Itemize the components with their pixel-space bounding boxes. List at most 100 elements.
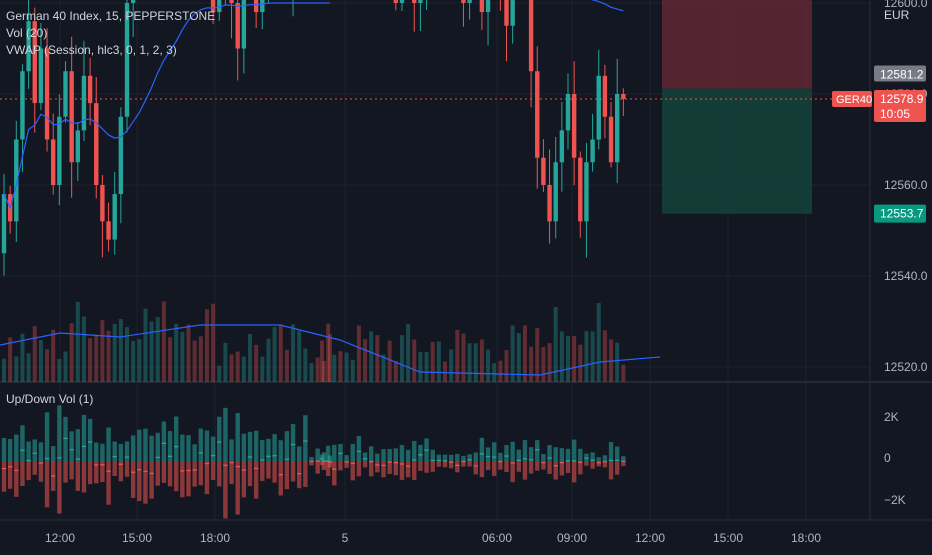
volume-tick-label: −2K — [884, 493, 906, 507]
volume-bar — [45, 349, 50, 382]
candle-body — [57, 116, 62, 185]
up-volume-bar — [20, 425, 25, 461]
volume-bar — [320, 340, 324, 382]
up-volume-bar — [479, 437, 485, 461]
down-volume-bar — [338, 461, 343, 471]
down-volume-bar — [412, 461, 417, 480]
down-volume-bar — [81, 461, 87, 493]
volume-bar — [356, 325, 361, 382]
volume-bar — [393, 361, 398, 382]
down-volume-bar — [504, 461, 509, 473]
up-volume-bar — [297, 446, 302, 461]
volume-bar — [424, 351, 429, 382]
up-volume-bar — [7, 438, 13, 461]
candle-body — [124, 3, 130, 117]
up-volume-bar — [590, 452, 595, 461]
time-tick-label: 06:00 — [482, 531, 512, 545]
volume-bar — [266, 338, 271, 382]
volume-bar — [217, 365, 222, 382]
candle-body — [535, 71, 540, 158]
volume-bar — [211, 303, 216, 382]
volume-bar — [174, 323, 179, 382]
up-volume-bar — [161, 421, 167, 461]
volume-bar — [621, 364, 626, 382]
down-volume-bar — [584, 461, 589, 466]
up-volume-bar — [87, 418, 93, 461]
candle-body — [510, 0, 515, 26]
down-volume-bar — [559, 461, 565, 476]
up-volume-bar — [528, 447, 534, 461]
up-volume-bar — [229, 439, 234, 461]
down-volume-bar — [541, 461, 546, 470]
volume-bar — [516, 333, 521, 382]
symbol-tag-bg — [832, 91, 872, 108]
up-volume-bar — [149, 435, 154, 461]
up-volume-bar — [57, 405, 62, 461]
up-volume-bar — [461, 455, 466, 461]
volume-bar — [278, 324, 283, 382]
up-volume-bar — [38, 442, 44, 461]
candle-body — [20, 71, 25, 140]
down-volume-bar — [235, 461, 240, 515]
candle-body — [479, 0, 485, 13]
time-tick-label: 12:00 — [635, 531, 665, 545]
down-volume-bar — [1, 461, 7, 492]
down-volume-bar — [14, 461, 19, 497]
volume-bar — [284, 349, 289, 382]
up-volume-bar — [75, 429, 80, 461]
candle-body — [1, 194, 7, 254]
volume-bar — [332, 354, 337, 382]
down-volume-bar — [479, 461, 485, 478]
target-price-tag: 12553.7 — [880, 207, 924, 221]
candle-body — [412, 0, 417, 3]
chart-legend: German 40 Index, 15, PEPPERSTONE Vol (20… — [6, 8, 215, 59]
down-volume-bar — [309, 461, 314, 466]
candle-body — [112, 194, 117, 240]
down-volume-bar — [319, 461, 325, 466]
down-volume-bar — [284, 461, 290, 490]
down-volume-bar — [321, 461, 326, 470]
volume-bar — [572, 336, 577, 382]
up-volume-bar — [436, 454, 442, 461]
symbol-title[interactable]: German 40 Index, 15, PEPPERSTONE — [6, 9, 216, 23]
up-volume-bar — [303, 415, 308, 461]
volume-bar — [535, 328, 540, 382]
last-price-tag-bg — [874, 90, 926, 123]
down-volume-bar — [602, 461, 608, 468]
down-volume-bar — [369, 461, 374, 477]
entry-price-tag-bg — [874, 65, 926, 82]
price-tick-label: 12600.0 — [884, 0, 928, 10]
up-volume-bar — [467, 454, 472, 461]
candle-body — [217, 0, 222, 13]
updown-volume-label[interactable]: Up/Down Vol (1) — [6, 392, 94, 406]
down-volume-bar — [266, 461, 271, 479]
vwap-line — [3, 2, 330, 210]
up-volume-bar — [418, 444, 423, 461]
candle-body — [229, 0, 234, 3]
up-volume-bar — [565, 448, 571, 461]
up-volume-bar — [399, 445, 405, 461]
up-volume-bar — [100, 443, 105, 461]
volume-bar — [338, 351, 343, 382]
volume-bar — [106, 330, 111, 382]
volume-bar — [522, 325, 527, 382]
volume-indicator-label[interactable]: Vol (20) — [6, 26, 48, 40]
down-volume-bar — [174, 461, 179, 492]
down-volume-bar — [621, 461, 626, 467]
up-volume-bar — [553, 447, 558, 461]
time-tick-label: 18:00 — [791, 531, 821, 545]
volume-bar — [297, 330, 302, 382]
up-volume-bar — [180, 434, 185, 461]
candle-body — [467, 0, 472, 3]
down-volume-bar — [535, 461, 540, 471]
candle-body — [75, 130, 80, 163]
volume-bar — [486, 349, 491, 382]
down-volume-bar — [436, 461, 442, 467]
volume-bar — [344, 352, 349, 382]
volume-bar — [602, 330, 607, 382]
down-volume-bar — [290, 461, 296, 482]
vwap-indicator-label[interactable]: VWAP (Session, hlc3, 0, 1, 2, 3) — [6, 43, 177, 57]
time-tick-label: 5 — [342, 531, 349, 545]
